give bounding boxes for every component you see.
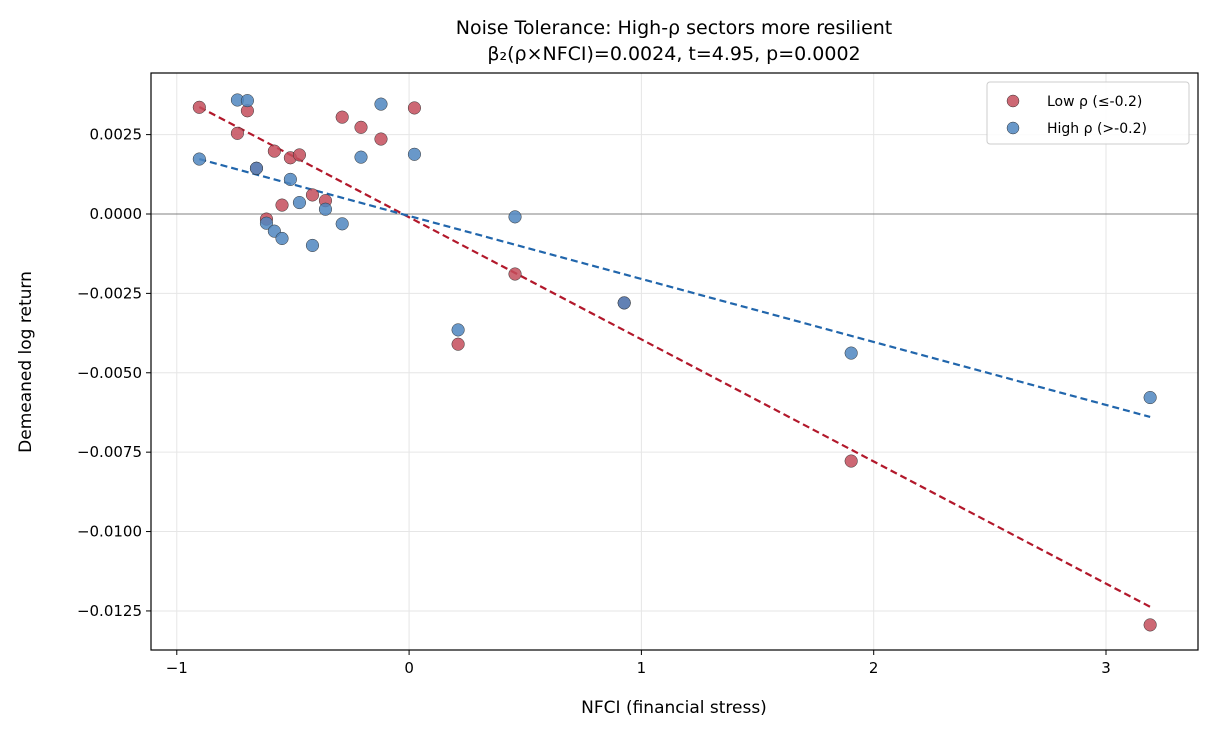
x-tick-label: 2 (869, 659, 879, 677)
low-rho-point (305, 188, 320, 202)
high-rho-point (374, 97, 388, 111)
legend-marker-low (1006, 94, 1020, 108)
low-rho-point (374, 132, 388, 146)
legend-box (986, 81, 1190, 145)
chart-subtitle: β₂(ρ×NFCI)=0.0024, t=4.95, p=0.0002 (487, 43, 860, 65)
y-tick-label: −0.0075 (77, 443, 142, 461)
x-tick-label: 1 (637, 659, 647, 677)
low-rho-point (451, 337, 465, 351)
low-rho-point (407, 101, 421, 115)
y-tick-label: 0.0000 (90, 205, 143, 223)
y-tick-label: −0.0025 (77, 284, 142, 302)
high-rho-point (249, 161, 264, 175)
y-axis-label: Demeaned log return (16, 271, 36, 453)
high-rho-point (275, 231, 289, 245)
x-axis-label: NFCI (financial stress) (581, 698, 767, 718)
low-rho-point (354, 120, 368, 134)
high-rho-point (508, 210, 522, 224)
low-rho-point (508, 267, 522, 281)
low-rho-point (1143, 618, 1157, 632)
low-rho-point (335, 110, 349, 124)
x-tick-label: 0 (404, 659, 414, 677)
y-axis: 0.0025 0.0000 −0.0025 −0.0050 −0.0075 −0.0100… (77, 126, 151, 620)
x-tick-label: −1 (166, 659, 188, 677)
low-rho-point (230, 126, 244, 140)
legend: Low ρ (≤-0.2) High ρ (>-0.2) (986, 81, 1190, 145)
high-rho-trendline (199, 157, 1151, 418)
x-axis: −1 0 1 2 3 (166, 650, 1111, 677)
high-rho-point (292, 196, 306, 210)
high-rho-point (1143, 390, 1157, 405)
trendlines (198, 106, 1151, 608)
high-rho-point (617, 296, 631, 310)
y-tick-label: 0.0025 (90, 126, 143, 144)
plot-frame (150, 72, 1199, 651)
high-rho-point (354, 150, 368, 164)
high-rho-point (407, 147, 421, 161)
high-rho-point (259, 216, 274, 230)
high-rho-point (844, 346, 858, 360)
grid (151, 73, 1198, 650)
legend-label-low: Low ρ (≤-0.2) (1047, 94, 1142, 110)
legend-marker-high (1006, 121, 1020, 135)
low-rho-point (267, 144, 281, 158)
high-rho-point (451, 323, 465, 337)
chart-title: Noise Tolerance: High-ρ sectors more res… (456, 17, 893, 39)
low-rho-point (192, 100, 206, 114)
high-rho-point (335, 217, 349, 231)
y-tick-label: −0.0050 (77, 364, 142, 382)
high-rho-point (305, 238, 320, 252)
high-rho-point (318, 202, 333, 216)
points (192, 93, 1157, 632)
low-rho-point (292, 148, 306, 162)
high-rho-point (240, 94, 254, 108)
x-tick-label: 3 (1101, 659, 1111, 677)
low-rho-trendline (198, 106, 1151, 608)
low-rho-point (275, 198, 289, 212)
high-rho-point (283, 172, 297, 186)
low-rho-point (844, 454, 858, 468)
legend-label-high: High ρ (>-0.2) (1047, 121, 1147, 137)
high-rho-point (192, 152, 206, 166)
y-tick-label: −0.0125 (77, 602, 142, 620)
y-tick-label: −0.0100 (77, 523, 142, 541)
